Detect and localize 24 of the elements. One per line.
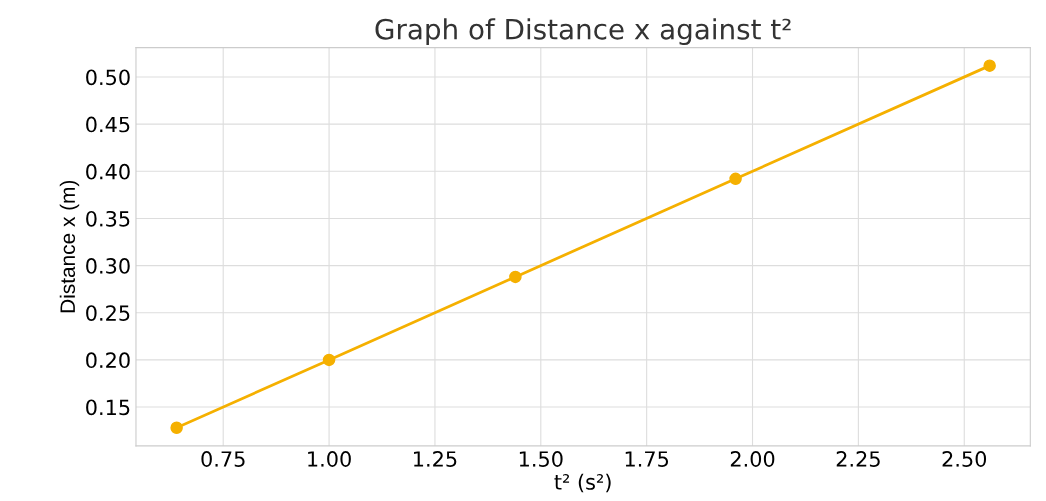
y-tick-label: 0.50 — [86, 69, 130, 86]
point — [322, 353, 336, 367]
y-axis-title: Distance x (m) — [59, 180, 80, 313]
chart-title: Graph of Distance x against t² — [375, 18, 791, 46]
y-tick-label: 0.25 — [86, 305, 130, 321]
y-tick-label: 0.45 — [86, 116, 130, 133]
y-tick-label: 0.15 — [86, 399, 130, 416]
point — [729, 172, 742, 186]
y-tick-label: 0.40 — [86, 163, 130, 180]
x-tick-label: 2.25 — [836, 451, 880, 467]
x-tick-label: 1.25 — [414, 451, 457, 467]
y-tick-label: 0.35 — [86, 210, 130, 227]
x-tick-label: 2.50 — [942, 451, 987, 467]
point — [509, 270, 522, 284]
x-tick-label: 2.00 — [730, 451, 775, 467]
x-tick-label: 1.75 — [625, 451, 669, 467]
y-tick-label: 0.20 — [86, 352, 130, 369]
point — [170, 421, 183, 435]
point — [983, 59, 996, 72]
x-axis-title: t² (s²) — [554, 473, 611, 493]
y-tick-label: 0.30 — [86, 258, 130, 274]
x-tick-label: 1.00 — [308, 451, 351, 467]
x-tick-label: 0.75 — [201, 451, 245, 467]
x-tick-label: 1.50 — [519, 451, 563, 467]
